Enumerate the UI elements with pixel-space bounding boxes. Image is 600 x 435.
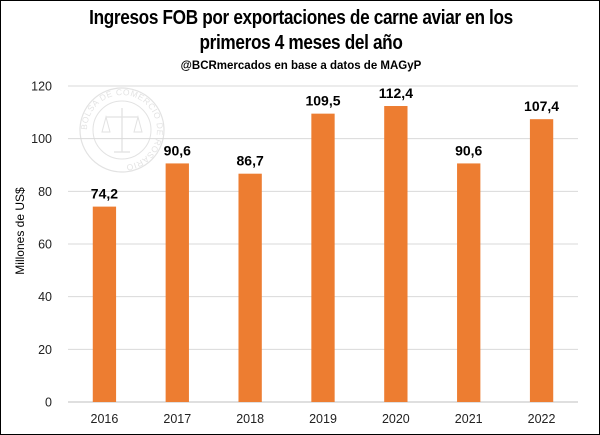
x-tick-label-2019: 2019 [309,412,337,426]
x-tick-label-2018: 2018 [236,412,264,426]
y-tick-label: 100 [31,132,52,146]
chart-title-line-1: Ingresos FOB por exportaciones de carne … [89,7,513,29]
y-tick-label: 120 [31,80,52,94]
y-tick-label: 60 [38,238,52,252]
data-label-2022: 107,4 [524,98,559,114]
data-label-2019: 109,5 [305,93,340,109]
chart-title-line-2: primeros 4 meses del año [199,32,403,54]
y-tick-label: 20 [38,343,52,357]
data-label-2020: 112,4 [379,85,413,101]
bcr-watermark-logo: BOLSA DE COMERCIO DE ROSARIO [79,87,165,173]
y-tick-label: 40 [38,290,52,304]
x-tick-label-2017: 2017 [163,412,191,426]
bar-2018 [238,173,262,402]
bar-2019 [311,113,335,403]
bar-2022 [529,119,554,403]
data-label-2016: 74,2 [91,186,118,202]
data-label-2018: 86,7 [237,153,264,169]
data-label-2021: 90,6 [455,142,482,158]
chart-subtitle: @BCRmercados en base a datos de MAGyP [180,60,422,72]
bar-2017 [165,163,189,402]
x-tick-label-2020: 2020 [382,412,410,426]
bar-2021 [457,163,481,402]
x-tick-label-2021: 2021 [455,412,483,426]
y-tick-label: 0 [45,396,52,410]
data-label-2017: 90,6 [164,142,191,158]
y-tick-label: 80 [38,185,52,199]
x-tick-label-2022: 2022 [528,412,556,426]
bar-2020 [384,106,408,402]
x-tick-label-2016: 2016 [91,412,119,426]
bar-2016 [92,206,117,402]
